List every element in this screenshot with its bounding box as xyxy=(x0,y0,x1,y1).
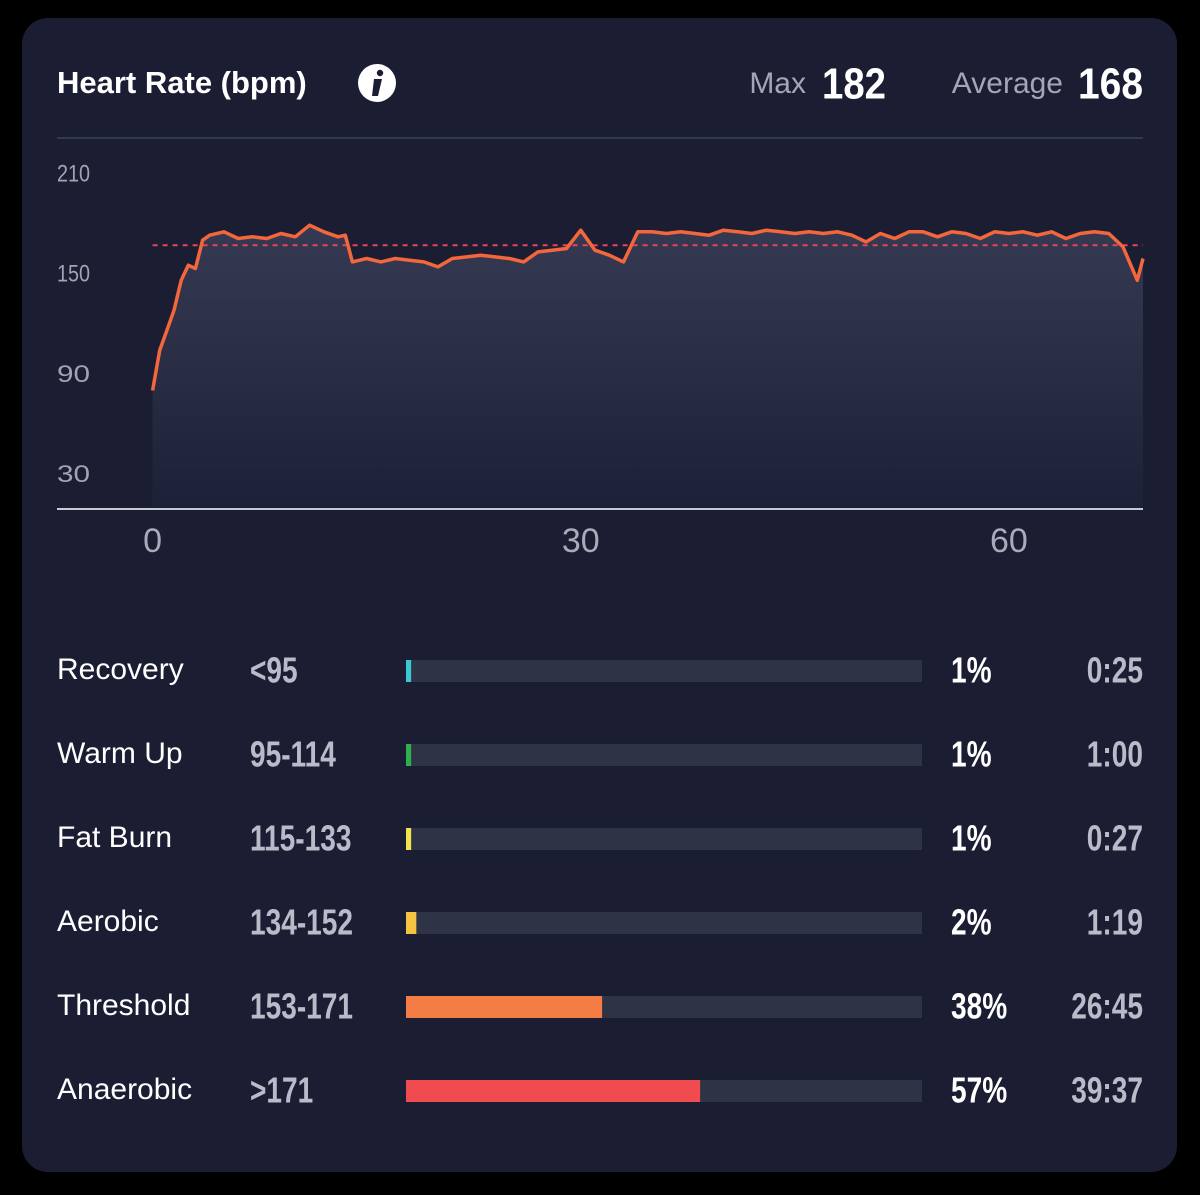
zone-time: 39:37 xyxy=(1071,1070,1143,1110)
average-value: 168 xyxy=(1078,60,1143,109)
zone-percent: 57% xyxy=(951,1070,1007,1110)
zone-percent: 2% xyxy=(951,902,992,942)
zone-track xyxy=(406,660,922,682)
zone-time: 0:25 xyxy=(1087,650,1143,690)
zone-time: 1:19 xyxy=(1087,902,1143,942)
zone-range: >171 xyxy=(250,1070,313,1110)
zone-range: 153-171 xyxy=(250,986,353,1026)
plot: 30 90 150 210 0 30 60 xyxy=(57,160,1145,560)
area xyxy=(152,225,1144,509)
zone-percent: 1% xyxy=(951,818,992,858)
average-label: Average xyxy=(952,67,1063,100)
info-icon[interactable] xyxy=(358,64,396,102)
zone-name: Threshold xyxy=(57,989,190,1022)
zone-track xyxy=(406,744,922,766)
max-value: 182 xyxy=(822,60,886,109)
zone-track xyxy=(406,912,922,934)
zone-bar xyxy=(406,912,417,934)
zone-percent: 38% xyxy=(951,986,1007,1026)
zone-name: Fat Burn xyxy=(57,821,172,854)
zone-range: 134-152 xyxy=(250,902,353,942)
zone-track xyxy=(406,828,922,850)
zone-time: 1:00 xyxy=(1087,734,1143,774)
card-title: Heart Rate (bpm) xyxy=(57,65,307,100)
zone-name: Warm Up xyxy=(57,737,183,770)
heart-rate-line xyxy=(150,223,1145,391)
zone-bar xyxy=(406,996,603,1018)
y-tick-label: 30 xyxy=(57,461,90,488)
x-tick-label: 0 xyxy=(143,522,162,560)
zone-range: <95 xyxy=(250,650,298,690)
max-label: Max xyxy=(749,67,806,100)
y-tick-label: 90 xyxy=(57,361,90,388)
y-tick-label: 210 xyxy=(57,160,90,187)
zone-name: Anaerobic xyxy=(57,1073,192,1106)
zone-time: 0:27 xyxy=(1087,818,1143,858)
zone-range: 95-114 xyxy=(250,734,336,774)
zone-bar xyxy=(406,660,412,682)
zone-percent: 1% xyxy=(951,734,992,774)
zone-bar xyxy=(406,744,412,766)
zone-name: Aerobic xyxy=(57,905,159,938)
zone-name: Recovery xyxy=(57,653,184,686)
x-tick-label: 30 xyxy=(562,522,600,560)
zones: Recovery <95 1% 0:25 Warm Up 95-114 1% 1:00 Fat … xyxy=(57,650,1143,1110)
zone-percent: 1% xyxy=(951,650,992,690)
zone-time: 26:45 xyxy=(1071,986,1143,1026)
zone-bar xyxy=(406,828,412,850)
zone-bar xyxy=(406,1080,701,1102)
y-tick-label: 150 xyxy=(57,261,90,288)
x-tick-label: 60 xyxy=(990,522,1028,560)
zone-range: 115-133 xyxy=(250,818,351,858)
